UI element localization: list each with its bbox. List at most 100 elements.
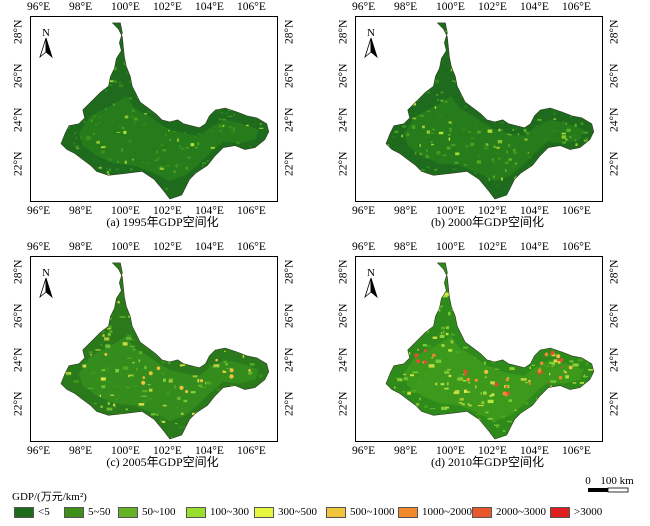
- basin-map: [60, 22, 270, 200]
- right-latitude-label: 22°N: [283, 151, 296, 176]
- top-longitude-label: 104°E: [520, 241, 549, 253]
- north-arrow-icon: N: [39, 27, 53, 59]
- legend-item: 1000~2000: [398, 505, 472, 519]
- bottom-longitude-label: 102°E: [478, 205, 507, 217]
- top-longitude-label: 106°E: [237, 241, 266, 253]
- north-label: N: [367, 267, 375, 279]
- legend-item: >3000: [550, 505, 602, 519]
- left-latitude-label: 22°N: [337, 151, 350, 176]
- bottom-longitude-label: 100°E: [111, 205, 140, 217]
- top-longitude-label: 102°E: [478, 241, 507, 253]
- north-label: N: [42, 267, 50, 279]
- right-latitude-label: 24°N: [608, 107, 621, 132]
- bottom-longitude-label: 106°E: [237, 445, 266, 457]
- bottom-longitude-label: 106°E: [562, 445, 591, 457]
- legend-label: 5~50: [88, 506, 111, 518]
- right-latitude-label: 22°N: [608, 151, 621, 176]
- top-longitude-label: 100°E: [436, 241, 465, 253]
- legend: <5 5~50 50~100 100~300 300~500 500~1000 1000~2…: [14, 505, 602, 521]
- left-latitude-label: 28°N: [337, 259, 350, 284]
- bottom-longitude-label: 100°E: [111, 445, 140, 457]
- map-panel-1: 96°E 98°E 100°E 102°E 104°E 106°E 96°E 98°E 100°…: [0, 0, 325, 240]
- top-longitude-label: 104°E: [520, 1, 549, 13]
- map-panel-4: 96°E 98°E 100°E 102°E 104°E 106°E 96°E 98°E 100°…: [325, 240, 650, 480]
- bottom-longitude-label: 96°E: [27, 445, 51, 457]
- map-panel-2: 96°E 98°E 100°E 102°E 104°E 106°E 96°E 98°E 100°…: [325, 0, 650, 240]
- legend-label: 100~300: [210, 506, 249, 518]
- legend-title: GDP/(万元/km²): [12, 491, 87, 503]
- bottom-longitude-label: 102°E: [478, 445, 507, 457]
- top-longitude-label: 98°E: [394, 1, 418, 13]
- top-longitude-label: 100°E: [111, 1, 140, 13]
- legend-swatch: [186, 506, 206, 518]
- scale-zero-label: 0: [585, 475, 591, 487]
- top-longitude-label: 102°E: [153, 241, 182, 253]
- map-frame: N: [355, 256, 603, 442]
- left-latitude-label: 26°N: [12, 303, 25, 328]
- legend-label: 50~100: [142, 506, 176, 518]
- legend-item: 500~1000: [326, 505, 394, 519]
- left-latitude-label: 22°N: [12, 151, 25, 176]
- left-latitude-label: 24°N: [12, 107, 25, 132]
- legend-swatch: [118, 506, 138, 518]
- bottom-longitude-label: 106°E: [562, 205, 591, 217]
- bottom-longitude-label: 104°E: [195, 205, 224, 217]
- legend-label: <5: [38, 506, 50, 518]
- legend-swatch: [326, 506, 346, 518]
- left-latitude-label: 26°N: [12, 63, 25, 88]
- legend-item: 100~300: [186, 505, 249, 519]
- left-latitude-label: 26°N: [337, 63, 350, 88]
- legend-swatch: [398, 506, 418, 518]
- bottom-longitude-label: 106°E: [237, 205, 266, 217]
- legend-swatch: [14, 506, 34, 518]
- right-latitude-label: 26°N: [608, 303, 621, 328]
- legend-label: 500~1000: [350, 506, 395, 518]
- top-longitude-label: 96°E: [352, 241, 376, 253]
- bottom-longitude-label: 102°E: [153, 205, 182, 217]
- right-latitude-label: 28°N: [608, 19, 621, 44]
- scale-bar: 0 100 km: [585, 475, 634, 493]
- left-latitude-label: 24°N: [337, 347, 350, 372]
- bottom-longitude-label: 100°E: [436, 445, 465, 457]
- top-longitude-label: 98°E: [69, 241, 93, 253]
- top-longitude-label: 106°E: [562, 241, 591, 253]
- left-latitude-label: 24°N: [12, 347, 25, 372]
- basin-map: [60, 262, 270, 440]
- top-longitude-label: 106°E: [237, 1, 266, 13]
- top-longitude-label: 102°E: [153, 1, 182, 13]
- legend-item: 2000~3000: [472, 505, 546, 519]
- legend-swatch: [550, 506, 570, 518]
- top-longitude-label: 102°E: [478, 1, 507, 13]
- legend-label: >3000: [574, 506, 603, 518]
- right-latitude-label: 24°N: [608, 347, 621, 372]
- bottom-longitude-label: 104°E: [195, 445, 224, 457]
- bottom-longitude-label: 104°E: [520, 445, 549, 457]
- legend-item: 300~500: [254, 505, 317, 519]
- right-latitude-label: 22°N: [608, 391, 621, 416]
- north-label: N: [42, 27, 50, 39]
- panel-caption: (c) 2005年GDP空间化: [106, 455, 219, 469]
- north-label: N: [367, 27, 375, 39]
- right-latitude-label: 24°N: [283, 347, 296, 372]
- bottom-longitude-label: 98°E: [394, 445, 418, 457]
- bottom-longitude-label: 98°E: [69, 205, 93, 217]
- bottom-longitude-label: 104°E: [520, 205, 549, 217]
- bottom-longitude-label: 102°E: [153, 445, 182, 457]
- bottom-longitude-label: 98°E: [394, 205, 418, 217]
- map-panel-3: 96°E 98°E 100°E 102°E 104°E 106°E 96°E 98°E 100°…: [0, 240, 325, 480]
- left-latitude-label: 28°N: [12, 19, 25, 44]
- panel-caption: (a) 1995年GDP空间化: [106, 215, 219, 229]
- legend-swatch: [254, 506, 274, 518]
- legend-item: 50~100: [118, 505, 175, 519]
- basin-map: [385, 262, 595, 440]
- bottom-longitude-label: 100°E: [436, 205, 465, 217]
- scale-distance-label: 100 km: [600, 475, 634, 487]
- top-longitude-label: 100°E: [111, 241, 140, 253]
- top-longitude-label: 96°E: [352, 1, 376, 13]
- panel-caption: (d) 2010年GDP空间化: [431, 455, 544, 469]
- north-arrow-icon: N: [364, 27, 378, 59]
- legend-item: 5~50: [64, 505, 110, 519]
- right-latitude-label: 22°N: [283, 391, 296, 416]
- legend-swatch: [64, 506, 84, 518]
- north-arrow-icon: N: [364, 267, 378, 299]
